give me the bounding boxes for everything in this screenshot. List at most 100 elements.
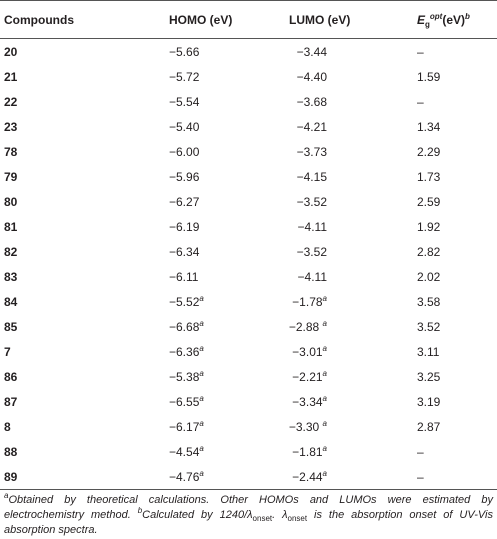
table-cell: −2.21a (286, 364, 413, 389)
cell-value: −6.55 (169, 394, 200, 409)
table-cell: −6.34 (169, 244, 200, 259)
table-cell: −3.44 (296, 44, 327, 59)
table-cell: – (417, 94, 424, 109)
note-mark: a (199, 418, 204, 428)
table-row: 82 −6.34 −3.52 2.82 (0, 239, 497, 264)
table-cell: 79 (4, 169, 18, 184)
cell-value: −2.21 (292, 369, 323, 384)
table-cell: −3.01a (286, 339, 413, 364)
table-cell: 78 (4, 144, 18, 159)
footnote-text: . λ (272, 509, 288, 521)
note-mark: a (199, 368, 204, 378)
table-cell: 83 (4, 269, 18, 284)
footnote-text: is the absorption onset of UV-Vis absorp… (4, 509, 493, 536)
table-cell: −4.76a (165, 464, 286, 490)
table-cell: – (417, 44, 424, 59)
table-cell: −6.55a (165, 389, 286, 414)
table-row: 86 −5.38a −2.21a 3.25 (0, 364, 497, 389)
note-mark: b (137, 506, 143, 515)
table-cell: −6.36a (165, 339, 286, 364)
note-mark: a (322, 443, 327, 453)
table-cell: 86 (4, 369, 18, 384)
table-cell: −3.52 (296, 194, 327, 209)
table-cell: 1.73 (417, 169, 441, 184)
header-row: Compounds HOMO (eV) LUMO (eV) Egopt(eV)b (0, 0, 497, 39)
table-cell: 3.58 (417, 294, 441, 309)
table-cell: 2.59 (417, 194, 441, 209)
table-cell: 1.59 (417, 69, 441, 84)
table-cell: 85 (4, 319, 18, 334)
note-mark: a (322, 318, 327, 328)
table-cell: 20 (4, 44, 18, 59)
table-cell: −3.73 (296, 144, 327, 159)
table-cell: 88 (4, 444, 18, 459)
cell-value: −1.78 (292, 294, 323, 309)
column-header: Compounds (0, 0, 165, 39)
subscript: onset (252, 514, 273, 523)
table-cell: −5.72 (169, 69, 200, 84)
note-mark: a (322, 468, 327, 478)
table-cell: −5.52a (165, 289, 286, 314)
table-row: 78 −6.00 −3.73 2.29 (0, 139, 497, 164)
table-cell: −4.54a (165, 439, 286, 464)
column-header: HOMO (eV) (165, 0, 286, 39)
table-cell: −4.11 (297, 269, 327, 284)
cell-value: −2.44 (292, 469, 323, 484)
table-cell: 89 (0, 464, 165, 490)
footnote-text: Calculated by 1240/λ (142, 509, 253, 521)
cell-value: −6.17 (169, 419, 200, 434)
table-row: 85 −6.68a −2.88 a 3.52 (0, 314, 497, 339)
table-cell: −3.30 a (286, 414, 413, 439)
symbol: E (417, 12, 426, 27)
table-cell: −6.00 (169, 144, 200, 159)
table-cell: −5.96 (169, 169, 200, 184)
table-cell: −4.15 (296, 169, 327, 184)
cell-value: −3.30 (288, 419, 323, 434)
table-cell: −6.19 (169, 219, 200, 234)
cell-value: −5.52 (169, 294, 200, 309)
footnote-text: Obtained by theoretical calculations. Ot… (4, 494, 493, 521)
table-cell: 2.02 (417, 269, 441, 284)
table-cell: 3.19 (417, 394, 441, 409)
table-row: 21 −5.72 −4.40 1.59 (0, 64, 497, 89)
table-cell: 2.87 (417, 419, 441, 434)
table-cell: – (417, 444, 424, 459)
table-row: 88 −4.54a −1.81a – (0, 439, 497, 464)
table-row: 23 −5.40 −4.21 1.34 (0, 114, 497, 139)
table-cell: −4.40 (296, 69, 327, 84)
subscript: g (425, 19, 430, 29)
table-cell: −2.44a (286, 464, 413, 490)
cell-value: −4.54 (169, 444, 200, 459)
table-cell: −6.27 (169, 194, 200, 209)
note-mark: a (322, 368, 327, 378)
table-cell: −5.38a (165, 364, 286, 389)
column-header: Egopt(eV)b (413, 0, 497, 39)
table-cell: −5.54 (169, 94, 200, 109)
note-mark: a (199, 293, 204, 303)
note-mark: a (199, 443, 204, 453)
cell-value: −4.76 (169, 469, 200, 484)
footnote: aObtained by theoretical calculations. O… (0, 490, 497, 538)
table-cell: 82 (4, 244, 18, 259)
table-cell: 22 (4, 94, 18, 109)
cell-value: −2.88 (288, 319, 323, 334)
table-row: 83 −6.11 −4.11 2.02 (0, 264, 497, 289)
table-cell: 1.34 (417, 119, 441, 134)
table-cell: −6.17a (165, 414, 286, 439)
table-cell: – (413, 464, 497, 490)
table-cell: 8 (4, 419, 11, 434)
table-row: 8 −6.17a −3.30 a 2.87 (0, 414, 497, 439)
cell-value: −1.81 (292, 444, 323, 459)
cell-value: −3.34 (292, 394, 323, 409)
table-row: 80 −6.27 −3.52 2.59 (0, 189, 497, 214)
table-cell: 7 (4, 344, 11, 359)
table-cell: 21 (4, 69, 18, 84)
table-cell: −3.68 (296, 94, 327, 109)
table-row: 81 −6.19 −4.11 1.92 (0, 214, 497, 239)
table-cell: −5.40 (169, 119, 200, 134)
table-row: 89 −4.76a −2.44a – (0, 464, 497, 490)
note-mark: a (199, 318, 204, 328)
cell-value: −6.36 (169, 344, 200, 359)
table-cell: 2.82 (417, 244, 441, 259)
